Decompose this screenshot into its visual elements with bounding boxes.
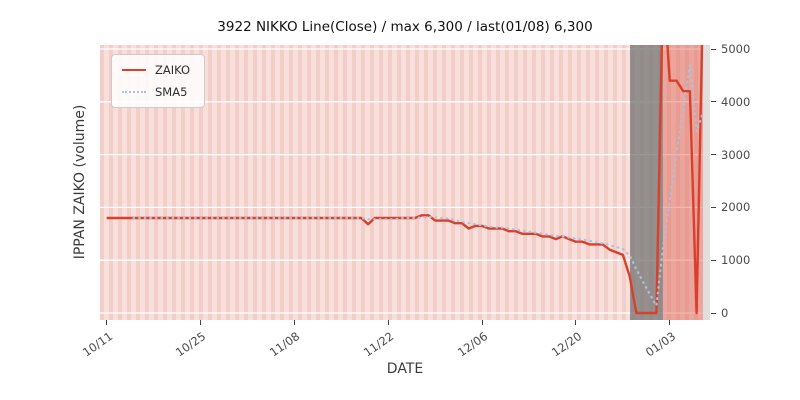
x-tick-mark [387,320,389,325]
x-tick-mark [669,320,671,325]
y-tick-mark [711,48,716,50]
y-tick-label: 2000 [721,200,751,215]
y-axis-label: IPPAN ZAIKO (volume) [72,104,88,260]
x-tick-label-text: 10/25 [173,329,209,360]
legend-item-zaiko: ZAIKO [122,63,190,77]
x-tick-mark [200,320,201,325]
x-tick-mark [293,320,295,325]
legend: ZAIKO SMA5 [111,54,206,108]
y-tick-label: 1000 [721,253,751,268]
x-axis-label: DATE [386,361,424,377]
y-tick-label: 3000 [721,147,751,162]
plot-area: ZAIKO SMA5 [100,45,710,320]
y-tick-label: 4000 [721,94,751,109]
y-tick-label: 0 [721,306,729,320]
legend-label: ZAIKO [155,63,191,77]
x-tick-mark [106,320,108,325]
legend-item-sma5: SMA5 [122,85,190,99]
x-tick-label-text: 11/22 [361,329,397,360]
y-tick-mark [711,206,716,208]
y-tick-mark [711,101,716,103]
x-tick-label-text: 10/11 [79,329,115,360]
y-tick-mark [711,154,716,156]
legend-line-sample [122,91,146,93]
x-tick-label-text: 12/20 [548,329,584,360]
y-tick-label: 5000 [721,42,751,56]
y-tick-mark [711,312,716,314]
legend-line-sample [122,69,146,71]
chart-title: 3922 NIKKO Line(Close) / max 6,300 / las… [217,19,593,35]
x-tick-label-text: 12/06 [454,329,491,360]
x-tick-mark [575,320,577,325]
series-layer [106,45,705,315]
x-tick-mark [481,320,483,325]
x-tick-label-text: 01/03 [642,329,678,360]
legend-label: SMA5 [155,85,188,99]
y-tick-mark [711,259,716,261]
x-tick-label-text: 11/08 [267,329,303,360]
band-right-edge-band [703,45,710,320]
series-line-sma5 [132,63,705,307]
